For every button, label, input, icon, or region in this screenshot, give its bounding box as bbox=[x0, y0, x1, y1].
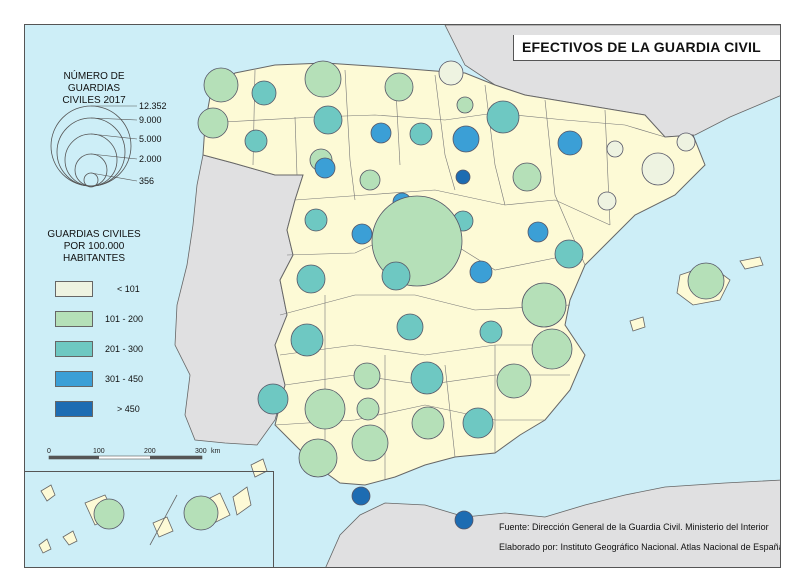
scale-tick-100: 100 bbox=[93, 448, 105, 455]
size-legend-leaders bbox=[90, 105, 138, 182]
source-text: Fuente: Dirección General de la Guardia … bbox=[499, 522, 769, 532]
swatch-gt450 bbox=[55, 401, 93, 417]
province-symbol bbox=[469, 260, 493, 284]
province-symbol bbox=[527, 221, 549, 243]
province-symbol bbox=[676, 132, 696, 152]
province-symbol bbox=[304, 60, 342, 98]
swatch-101-200 bbox=[55, 311, 93, 327]
rate-legend-title-line1: GUARDIAS CIVILES bbox=[47, 229, 141, 240]
swatch-label-lt101: < 101 bbox=[117, 284, 140, 294]
rate-legend-title-line3: HABITANTES bbox=[62, 253, 126, 264]
province-symbol bbox=[384, 72, 414, 102]
province-symbol bbox=[356, 397, 380, 421]
swatch-label-101-200: 101 - 200 bbox=[105, 314, 144, 324]
size-label-5000: 5.000 bbox=[139, 134, 162, 144]
province-symbol bbox=[244, 129, 268, 153]
scale-unit: km bbox=[211, 448, 221, 455]
province-symbol bbox=[351, 424, 389, 462]
rate-legend-title: GUARDIAS CIVILES POR 100.000 HABITANTES bbox=[39, 229, 149, 265]
province-symbol bbox=[479, 320, 503, 344]
rate-legend-title-line2: POR 100.000 bbox=[63, 241, 125, 252]
scale-tick-200: 200 bbox=[144, 448, 156, 455]
province-symbol bbox=[257, 383, 289, 415]
province-symbol bbox=[521, 282, 567, 328]
province-symbol bbox=[409, 122, 433, 146]
swatch-label-201-300: 201 - 300 bbox=[105, 344, 144, 354]
province-symbol bbox=[496, 363, 532, 399]
swatch-label-301-450: 301 - 450 bbox=[105, 374, 144, 384]
province-symbol bbox=[606, 140, 624, 158]
province-symbol bbox=[462, 407, 494, 439]
province-symbol bbox=[351, 223, 373, 245]
province-symbol bbox=[183, 495, 219, 531]
province-symbol bbox=[452, 125, 480, 153]
swatch-201-300 bbox=[55, 341, 93, 357]
scale-tick-300: 300 bbox=[195, 448, 207, 455]
province-symbol bbox=[531, 328, 573, 370]
province-symbol bbox=[314, 157, 336, 179]
province-symbol bbox=[641, 152, 675, 186]
size-legend-title: NÚMERO DE GUARDIAS CIVILES 2017 bbox=[39, 71, 149, 107]
province-symbol bbox=[411, 406, 445, 440]
credit-text: Elaborado por: Instituto Geográfico Naci… bbox=[499, 542, 781, 552]
province-symbol bbox=[512, 162, 542, 192]
province-symbol bbox=[438, 60, 464, 86]
province-symbols bbox=[93, 60, 725, 531]
swatch-lt101 bbox=[55, 281, 93, 297]
size-label-min: 356 bbox=[139, 176, 155, 186]
size-label-9000: 9.000 bbox=[139, 115, 162, 125]
province-symbol bbox=[304, 208, 328, 232]
province-symbol bbox=[554, 239, 584, 269]
province-symbol bbox=[454, 510, 474, 530]
province-symbol bbox=[251, 80, 277, 106]
size-legend-title-line1: NÚMERO DE GUARDIAS bbox=[63, 71, 125, 94]
province-symbol bbox=[456, 96, 474, 114]
canary-divider bbox=[149, 494, 178, 546]
province-symbol bbox=[381, 261, 411, 291]
swatch-301-450 bbox=[55, 371, 93, 387]
ibiza-island bbox=[629, 316, 646, 332]
map-frame: EFECTIVOS DE LA GUARDIA CIVIL NÚMERO DE … bbox=[24, 24, 781, 568]
province-symbol bbox=[203, 67, 239, 103]
title-box: EFECTIVOS DE LA GUARDIA CIVIL bbox=[513, 35, 780, 61]
province-symbol bbox=[359, 169, 381, 191]
province-symbol bbox=[296, 264, 326, 294]
province-symbol bbox=[304, 388, 346, 430]
map-title: EFECTIVOS DE LA GUARDIA CIVIL bbox=[522, 39, 761, 55]
swatch-label-gt450: > 450 bbox=[117, 404, 140, 414]
canary-inset bbox=[25, 471, 274, 567]
province-symbol bbox=[353, 362, 381, 390]
province-symbol bbox=[298, 438, 338, 478]
province-symbol bbox=[370, 122, 392, 144]
size-label-2000: 2.000 bbox=[139, 154, 162, 164]
province-symbol bbox=[396, 313, 424, 341]
province-symbol bbox=[197, 107, 229, 139]
province-symbol bbox=[313, 105, 343, 135]
spain-map bbox=[38, 25, 780, 567]
menorca-island bbox=[739, 256, 764, 270]
province-symbol bbox=[351, 486, 371, 506]
size-label-max: 12.352 bbox=[139, 101, 167, 111]
province-symbol bbox=[687, 262, 725, 300]
province-symbol bbox=[557, 130, 583, 156]
size-legend-title-line2: CIVILES 2017 bbox=[62, 95, 126, 106]
africa-landmass bbox=[325, 479, 780, 567]
province-symbol bbox=[455, 169, 471, 185]
scale-tick-0: 0 bbox=[47, 448, 51, 455]
province-symbol bbox=[410, 361, 444, 395]
province-symbol bbox=[290, 323, 324, 357]
scale-bar bbox=[48, 455, 203, 460]
province-symbol bbox=[597, 191, 617, 211]
province-symbol bbox=[93, 498, 125, 530]
province-symbol bbox=[486, 100, 520, 134]
